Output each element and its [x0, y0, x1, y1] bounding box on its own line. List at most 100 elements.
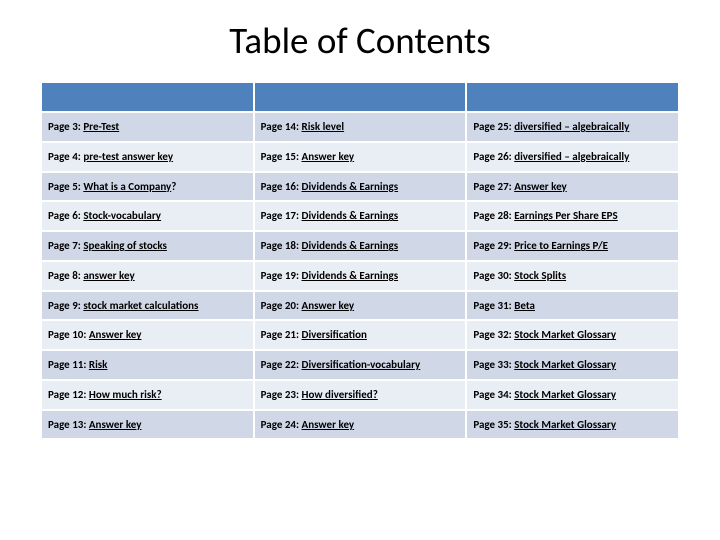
toc-cell: Page 14: Risk level: [255, 113, 466, 141]
toc-link[interactable]: Speaking of stocks: [83, 239, 167, 252]
page-number: Page 26: [473, 150, 508, 163]
toc-cell: Page 4: pre-test answer key: [42, 143, 253, 171]
page-number: Page 8: [48, 269, 78, 282]
toc-link[interactable]: Diversification: [302, 328, 367, 341]
table-row: Page 10: Answer keyPage 21: Diversificat…: [42, 321, 678, 349]
toc-cell: Page 28: Earnings Per Share EPS: [467, 202, 678, 230]
page-number: Page 12: [48, 388, 83, 401]
toc-link[interactable]: pre-test answer key: [83, 150, 173, 163]
toc-link[interactable]: Diversification-vocabulary: [302, 358, 421, 371]
toc-cell: Page 7: Speaking of stocks: [42, 232, 253, 260]
toc-link[interactable]: Dividends & Earnings: [302, 209, 399, 222]
toc-link[interactable]: Stock Market Glossary: [514, 328, 616, 341]
toc-cell: Page 27: Answer key: [467, 173, 678, 201]
toc-link[interactable]: Price to Earnings P/E: [514, 239, 608, 252]
toc-link[interactable]: How much risk?: [89, 388, 162, 401]
page-number: Page 18: [261, 239, 296, 252]
page-number: Page 9: [48, 299, 78, 312]
page-number: Page 6: [48, 209, 78, 222]
toc-cell: Page 6: Stock-vocabulary: [42, 202, 253, 230]
page-number: Page 7: [48, 239, 78, 252]
table-row: Page 9: stock market calculationsPage 20…: [42, 292, 678, 320]
toc-link[interactable]: Answer key: [89, 418, 142, 431]
toc-cell: Page 24: Answer key: [255, 411, 466, 439]
table-row: Page 12: How much risk?Page 23: How dive…: [42, 381, 678, 409]
toc-link[interactable]: What is a Company: [83, 180, 171, 193]
page-title: Table of Contents: [40, 18, 680, 63]
toc-link[interactable]: stock market calculations: [83, 299, 198, 312]
page-number: Page 29: [473, 239, 508, 252]
toc-link[interactable]: Answer key: [514, 180, 567, 193]
toc-cell: Page 33: Stock Market Glossary: [467, 351, 678, 379]
toc-link[interactable]: diversified – algebraically: [514, 150, 629, 163]
page-number: Page 34: [473, 388, 508, 401]
page-number: Page 25: [473, 120, 508, 133]
page-number: Page 16: [261, 180, 296, 193]
page-number: Page 35: [473, 418, 508, 431]
toc-link[interactable]: Answer key: [302, 150, 355, 163]
slide: Table of Contents Page 3: Pre-TestPage 1…: [0, 0, 720, 540]
toc-link[interactable]: Dividends & Earnings: [302, 269, 399, 282]
toc-cell: Page 22: Diversification-vocabulary: [255, 351, 466, 379]
toc-link[interactable]: How diversified?: [302, 388, 378, 401]
toc-cell: Page 18: Dividends & Earnings: [255, 232, 466, 260]
toc-link[interactable]: Dividends & Earnings: [302, 180, 399, 193]
toc-cell: Page 21: Diversification: [255, 321, 466, 349]
toc-link[interactable]: Stock Splits: [514, 269, 566, 282]
table-row: Page 13: Answer keyPage 24: Answer keyPa…: [42, 411, 678, 439]
page-number: Page 14: [261, 120, 296, 133]
page-number: Page 15: [261, 150, 296, 163]
page-number: Page 32: [473, 328, 508, 341]
table-row: Page 5: What is a Company?Page 16: Divid…: [42, 173, 678, 201]
toc-cell: Page 3: Pre-Test: [42, 113, 253, 141]
toc-cell: Page 17: Dividends & Earnings: [255, 202, 466, 230]
toc-link[interactable]: Stock-vocabulary: [83, 209, 161, 222]
toc-link[interactable]: Stock Market Glossary: [514, 388, 616, 401]
page-number: Page 5: [48, 180, 78, 193]
header-cell: [255, 83, 466, 111]
toc-cell: Page 20: Answer key: [255, 292, 466, 320]
page-number: Page 33: [473, 358, 508, 371]
toc-cell: Page 10: Answer key: [42, 321, 253, 349]
table-row: Page 4: pre-test answer keyPage 15: Answ…: [42, 143, 678, 171]
toc-link[interactable]: Answer key: [89, 328, 142, 341]
toc-cell: Page 29: Price to Earnings P/E: [467, 232, 678, 260]
toc-cell: Page 5: What is a Company?: [42, 173, 253, 201]
toc-link[interactable]: Answer key: [302, 299, 355, 312]
toc-link[interactable]: Pre-Test: [83, 120, 119, 133]
toc-link[interactable]: Earnings Per Share EPS: [514, 209, 618, 222]
header-cell: [42, 83, 253, 111]
page-number: Page 23: [261, 388, 296, 401]
toc-link[interactable]: Answer key: [302, 418, 355, 431]
page-number: Page 20: [261, 299, 296, 312]
toc-cell: Page 23: How diversified?: [255, 381, 466, 409]
toc-cell: Page 15: Answer key: [255, 143, 466, 171]
toc-link[interactable]: Beta: [514, 299, 535, 312]
table-row: Page 8: answer keyPage 19: Dividends & E…: [42, 262, 678, 290]
page-number: Page 21: [261, 328, 296, 341]
page-number: Page 27: [473, 180, 508, 193]
page-number: Page 28: [473, 209, 508, 222]
toc-link[interactable]: Stock Market Glossary: [514, 358, 616, 371]
toc-cell: Page 34: Stock Market Glossary: [467, 381, 678, 409]
toc-cell: Page 26: diversified – algebraically: [467, 143, 678, 171]
toc-link[interactable]: diversified – algebraically: [514, 120, 629, 133]
toc-body: Page 3: Pre-TestPage 14: Risk levelPage …: [42, 113, 678, 438]
toc-link[interactable]: Risk: [89, 358, 108, 371]
page-number: Page 31: [473, 299, 508, 312]
table-row: Page 7: Speaking of stocksPage 18: Divid…: [42, 232, 678, 260]
page-number: Page 22: [261, 358, 296, 371]
toc-link[interactable]: answer key: [83, 269, 134, 282]
toc-link[interactable]: Stock Market Glossary: [514, 418, 616, 431]
toc-link[interactable]: Risk level: [302, 120, 345, 133]
toc-cell: Page 16: Dividends & Earnings: [255, 173, 466, 201]
toc-cell: Page 30: Stock Splits: [467, 262, 678, 290]
page-number: Page 11: [48, 358, 83, 371]
page-number: Page 24: [261, 418, 296, 431]
toc-link[interactable]: Dividends & Earnings: [302, 239, 399, 252]
toc-cell: Page 32: Stock Market Glossary: [467, 321, 678, 349]
table-header-row: [42, 83, 678, 111]
page-number: Page 10: [48, 328, 83, 341]
toc-cell: Page 35: Stock Market Glossary: [467, 411, 678, 439]
toc-cell: Page 11: Risk: [42, 351, 253, 379]
